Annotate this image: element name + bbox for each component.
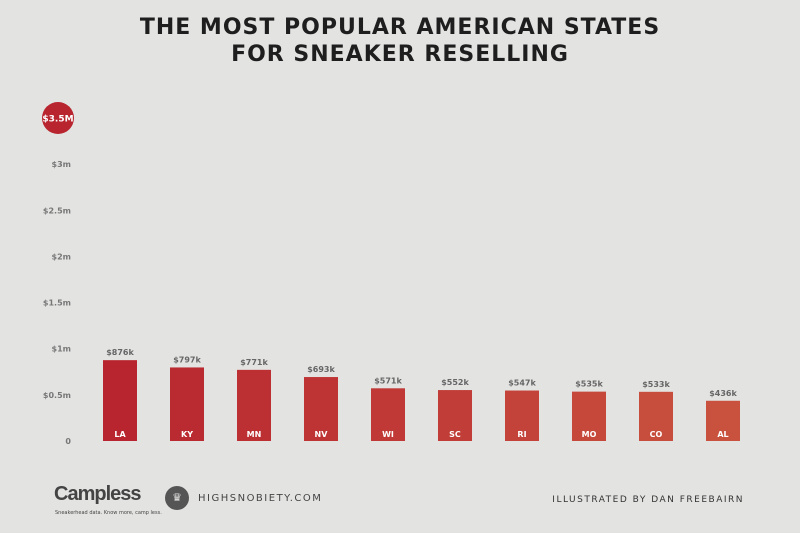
y-tick-label: $0.5m — [43, 391, 71, 400]
illustrator-credit: ILLUSTRATED BY DAN FREEBAIRN — [552, 495, 744, 505]
bar-sc — [438, 390, 472, 441]
data-label: $547k — [508, 379, 536, 388]
y-max-badge — [42, 102, 74, 134]
bar-ri — [505, 390, 539, 441]
data-label: $571k — [374, 376, 402, 385]
chart-title: THE MOST POPULAR AMERICAN STATES FOR SNE… — [0, 14, 800, 68]
x-tick-label: KY — [181, 430, 193, 439]
data-label: $876k — [106, 348, 134, 357]
y-tick-label: $2.5m — [43, 206, 71, 215]
y-max-badge-label: $3.5M — [42, 115, 73, 125]
bar-mo — [572, 391, 606, 441]
data-label: $552k — [441, 378, 469, 387]
bar-co — [639, 391, 673, 441]
bar-la — [103, 360, 137, 441]
data-label: $535k — [575, 380, 603, 389]
y-tick-label: $1.5m — [43, 299, 71, 308]
y-tick-label: $2m — [52, 252, 71, 261]
data-label: $533k — [642, 380, 670, 389]
y-tick-label: $3m — [52, 160, 71, 169]
campless-tagline: Sneakerhead data. Know more, camp less. — [55, 510, 162, 516]
x-tick-label: WI — [382, 430, 394, 439]
bar-al — [706, 400, 740, 441]
data-label: $436k — [709, 389, 737, 398]
campless-logo: Campless — [54, 483, 141, 505]
highsnobiety-crown-icon: ♛ — [165, 486, 189, 510]
highsnobiety-link[interactable]: HIGHSNOBIETY.COM — [198, 493, 323, 504]
x-tick-label: RI — [517, 430, 526, 439]
bar-ky — [170, 367, 204, 441]
data-label: $771k — [240, 358, 268, 367]
bar-nv — [304, 377, 338, 441]
x-tick-label: CO — [650, 430, 663, 439]
x-tick-label: MN — [247, 430, 262, 439]
x-tick-label: NV — [315, 430, 329, 439]
bar-wi — [371, 388, 405, 441]
x-tick-label: MO — [582, 430, 597, 439]
y-tick-label: $1m — [52, 345, 71, 354]
title-line-1: THE MOST POPULAR AMERICAN STATES — [139, 15, 661, 40]
x-tick-label: LA — [114, 430, 126, 439]
title-line-2: FOR SNEAKER RESELLING — [231, 42, 569, 67]
y-tick-label: 0 — [65, 437, 71, 446]
x-tick-label: SC — [449, 430, 461, 439]
data-label: $693k — [307, 365, 335, 374]
x-tick-label: AL — [717, 430, 728, 439]
data-label: $797k — [173, 355, 201, 364]
bar-mn — [237, 369, 271, 441]
